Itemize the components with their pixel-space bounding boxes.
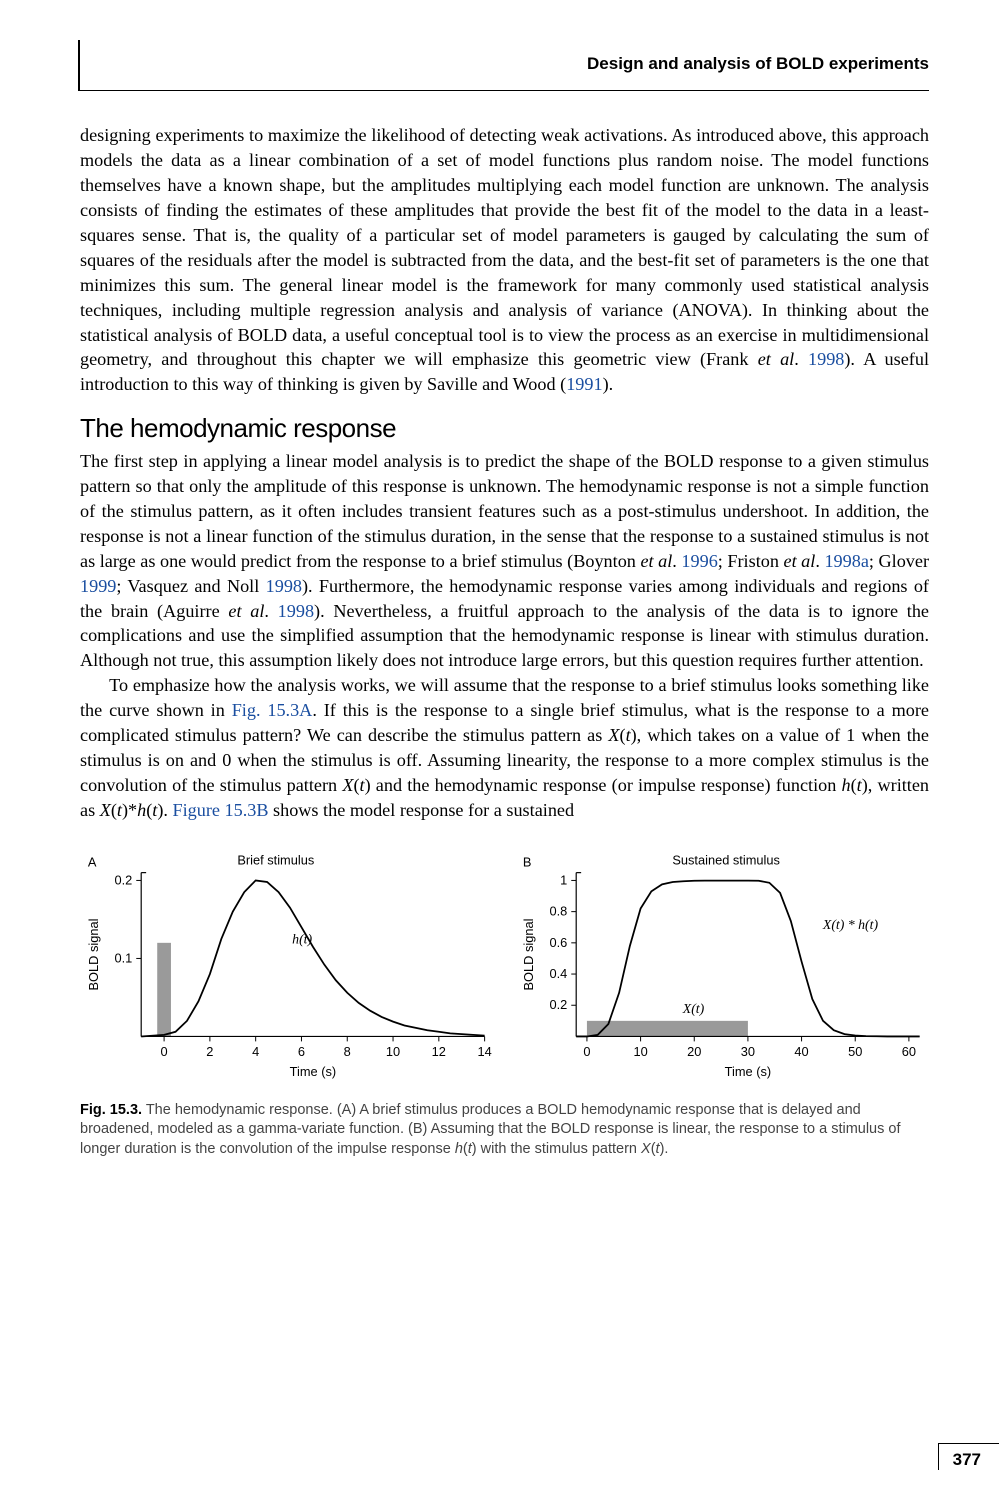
figure-link[interactable]: Figure 15.3B (172, 800, 268, 820)
svg-text:0.8: 0.8 (549, 904, 567, 919)
svg-text:A: A (88, 855, 97, 870)
section-heading: The hemodynamic response (80, 411, 929, 447)
svg-text:20: 20 (687, 1044, 701, 1059)
svg-text:0.2: 0.2 (115, 872, 133, 887)
citation-link[interactable]: 1999 (80, 576, 116, 596)
svg-text:6: 6 (298, 1044, 305, 1059)
svg-text:0.6: 0.6 (549, 935, 567, 950)
svg-text:BOLD signal: BOLD signal (86, 919, 101, 991)
svg-text:8: 8 (344, 1044, 351, 1059)
figure-15-3: ABrief stimulus024681012140.10.2Time (s)… (80, 845, 929, 1087)
svg-text:4: 4 (252, 1044, 259, 1059)
running-header: Design and analysis of BOLD experiments (587, 54, 929, 74)
body-text: designing experiments to maximize the li… (80, 123, 929, 823)
svg-text:h(t): h(t) (292, 932, 312, 948)
svg-text:50: 50 (848, 1044, 862, 1059)
svg-text:12: 12 (432, 1044, 446, 1059)
chart-b: B Sustained stimulus 0 10 20 30 40 50 60 0.2 0.4 0.… (515, 845, 930, 1087)
svg-text:X(t): X(t) (681, 1001, 704, 1017)
svg-text:30: 30 (740, 1044, 754, 1059)
svg-text:14: 14 (477, 1044, 491, 1059)
citation-link[interactable]: 1998 (278, 601, 314, 621)
svg-text:60: 60 (901, 1044, 915, 1059)
svg-text:0.2: 0.2 (549, 997, 567, 1012)
chart-a: A Brief stimulus 0 2 4 6 8 10 12 14 0.1 0.2 Time (s)… (80, 845, 495, 1087)
svg-text:B: B (522, 855, 531, 870)
paragraph-2: The first step in applying a linear mode… (80, 449, 929, 673)
figure-link[interactable]: Fig. 15.3A (232, 700, 313, 720)
svg-text:Time (s): Time (s) (724, 1064, 771, 1079)
svg-text:BOLD signal: BOLD signal (520, 919, 535, 991)
paragraph-1: designing experiments to maximize the li… (80, 123, 929, 397)
svg-text:0: 0 (161, 1044, 168, 1059)
svg-text:X(t) * h(t): X(t) * h(t) (821, 917, 878, 933)
svg-text:2: 2 (206, 1044, 213, 1059)
header-rule: Design and analysis of BOLD experiments (78, 40, 929, 91)
page-number: 377 (938, 1443, 999, 1470)
page: Design and analysis of BOLD experiments … (0, 0, 999, 1500)
svg-text:Sustained stimulus: Sustained stimulus (672, 853, 780, 868)
citation-link[interactable]: 1991 (566, 374, 602, 394)
figure-caption: Fig. 15.3. The hemodynamic response. (A)… (80, 1101, 929, 1160)
svg-text:0: 0 (583, 1044, 590, 1059)
citation-link[interactable]: 1996 (681, 551, 717, 571)
citation-link[interactable]: 1998a (824, 551, 868, 571)
citation-link[interactable]: 1998 (266, 576, 302, 596)
svg-text:0.4: 0.4 (549, 966, 567, 981)
svg-text:10: 10 (633, 1044, 647, 1059)
citation-link[interactable]: 1998 (808, 349, 844, 369)
svg-text:1: 1 (560, 872, 567, 887)
svg-text:10: 10 (386, 1044, 400, 1059)
svg-text:0.1: 0.1 (115, 950, 133, 965)
paragraph-3: To emphasize how the analysis works, we … (80, 673, 929, 823)
svg-text:Time (s): Time (s) (290, 1064, 337, 1079)
svg-text:40: 40 (794, 1044, 808, 1059)
svg-text:Brief stimulus: Brief stimulus (237, 853, 314, 868)
